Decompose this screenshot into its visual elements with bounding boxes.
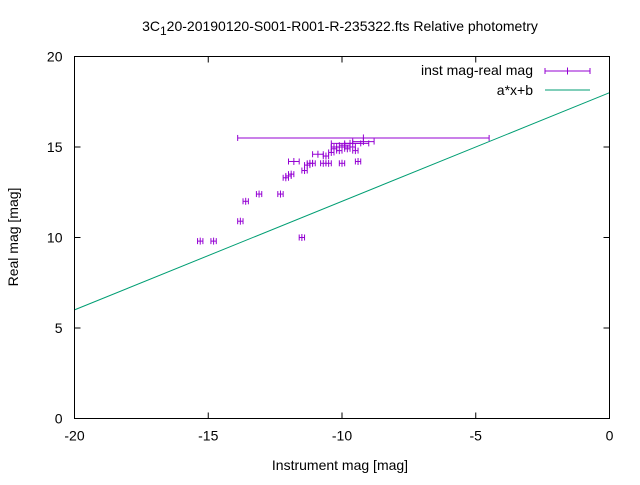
x-tick-label: 0 (606, 428, 614, 444)
data-point (330, 139, 370, 147)
y-tick-label: 0 (55, 411, 63, 427)
legend-label-points: inst mag-real mag (421, 62, 533, 78)
axis-ticks: -20 -15 -10 -5 0 0 5 10 15 20 (47, 49, 614, 444)
data-point (320, 159, 327, 167)
data-point (309, 159, 316, 167)
legend-label-fit: a*x+b (497, 82, 533, 98)
data-point (338, 159, 346, 167)
data-point (354, 157, 362, 165)
y-tick-label: 20 (47, 49, 63, 65)
chart-title: 3C120-20190120-S001-R001-R-235322.fts Re… (142, 18, 538, 38)
data-point (242, 197, 249, 205)
data-point (298, 234, 306, 241)
y-axis-label: Real mag [mag] (5, 188, 21, 287)
data-point (325, 159, 332, 167)
data-point (344, 145, 351, 153)
data-point (237, 134, 490, 142)
data-point (210, 237, 217, 245)
data-point (237, 217, 244, 225)
plot-frame (74, 56, 610, 419)
fit-line (74, 92, 610, 311)
y-tick-label: 15 (47, 139, 63, 155)
data-point (288, 157, 300, 165)
legend-sample-points (544, 67, 591, 75)
data-point (312, 150, 324, 158)
data-point (277, 190, 284, 198)
data-point (288, 170, 295, 178)
data-point (352, 147, 359, 155)
x-tick-label: -15 (198, 428, 218, 444)
x-axis-label: Instrument mag [mag] (272, 457, 408, 473)
x-tick-label: -10 (332, 428, 352, 444)
data-point (197, 237, 204, 245)
data-point (255, 190, 263, 198)
x-tick-label: -20 (64, 428, 84, 444)
x-tick-label: -5 (470, 428, 483, 444)
y-tick-label: 10 (47, 230, 63, 246)
fit-series (74, 92, 610, 311)
legend: inst mag-real mag a*x+b (421, 62, 591, 98)
point-series (197, 134, 490, 245)
y-tick-label: 5 (55, 320, 63, 336)
data-point (322, 152, 330, 160)
